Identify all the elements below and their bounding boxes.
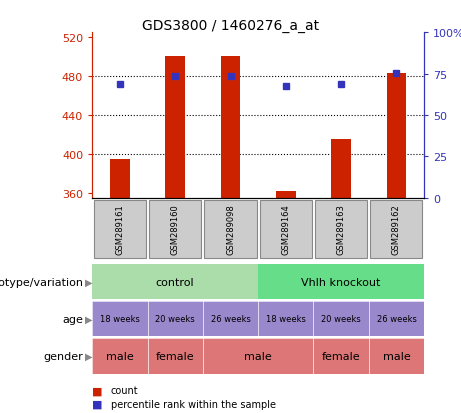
- Text: control: control: [156, 277, 195, 287]
- Bar: [165, 57, 185, 198]
- Text: 20 weeks: 20 weeks: [155, 315, 195, 323]
- FancyBboxPatch shape: [315, 200, 367, 259]
- Text: genotype/variation: genotype/variation: [0, 277, 83, 287]
- Text: count: count: [111, 385, 138, 395]
- Text: ▶: ▶: [85, 277, 93, 287]
- Text: ▶: ▶: [85, 351, 93, 361]
- Text: age: age: [62, 314, 83, 324]
- Text: 20 weeks: 20 weeks: [321, 315, 361, 323]
- Text: GSM289164: GSM289164: [281, 204, 290, 254]
- Text: GSM289163: GSM289163: [337, 204, 346, 254]
- Bar: [276, 192, 296, 198]
- Text: female: female: [156, 351, 195, 361]
- Text: male: male: [106, 351, 134, 361]
- Text: Vhlh knockout: Vhlh knockout: [301, 277, 381, 287]
- FancyBboxPatch shape: [371, 200, 422, 259]
- FancyBboxPatch shape: [260, 200, 312, 259]
- Text: percentile rank within the sample: percentile rank within the sample: [111, 399, 276, 409]
- Text: ■: ■: [92, 385, 103, 395]
- Text: ■: ■: [92, 399, 103, 409]
- Text: 18 weeks: 18 weeks: [266, 315, 306, 323]
- Text: ▶: ▶: [85, 314, 93, 324]
- Text: 26 weeks: 26 weeks: [211, 315, 250, 323]
- Text: GDS3800 / 1460276_a_at: GDS3800 / 1460276_a_at: [142, 19, 319, 33]
- FancyBboxPatch shape: [205, 200, 256, 259]
- Text: female: female: [322, 351, 361, 361]
- Text: GSM289098: GSM289098: [226, 204, 235, 254]
- Text: male: male: [383, 351, 410, 361]
- FancyBboxPatch shape: [94, 200, 146, 259]
- Text: male: male: [244, 351, 272, 361]
- Bar: [387, 74, 406, 198]
- Text: GSM289160: GSM289160: [171, 204, 180, 254]
- FancyBboxPatch shape: [149, 200, 201, 259]
- Bar: [331, 140, 351, 198]
- Bar: [221, 57, 240, 198]
- Text: GSM289161: GSM289161: [115, 204, 124, 254]
- Bar: [110, 159, 130, 198]
- Text: 26 weeks: 26 weeks: [377, 315, 416, 323]
- Text: 18 weeks: 18 weeks: [100, 315, 140, 323]
- Text: GSM289162: GSM289162: [392, 204, 401, 254]
- Text: gender: gender: [43, 351, 83, 361]
